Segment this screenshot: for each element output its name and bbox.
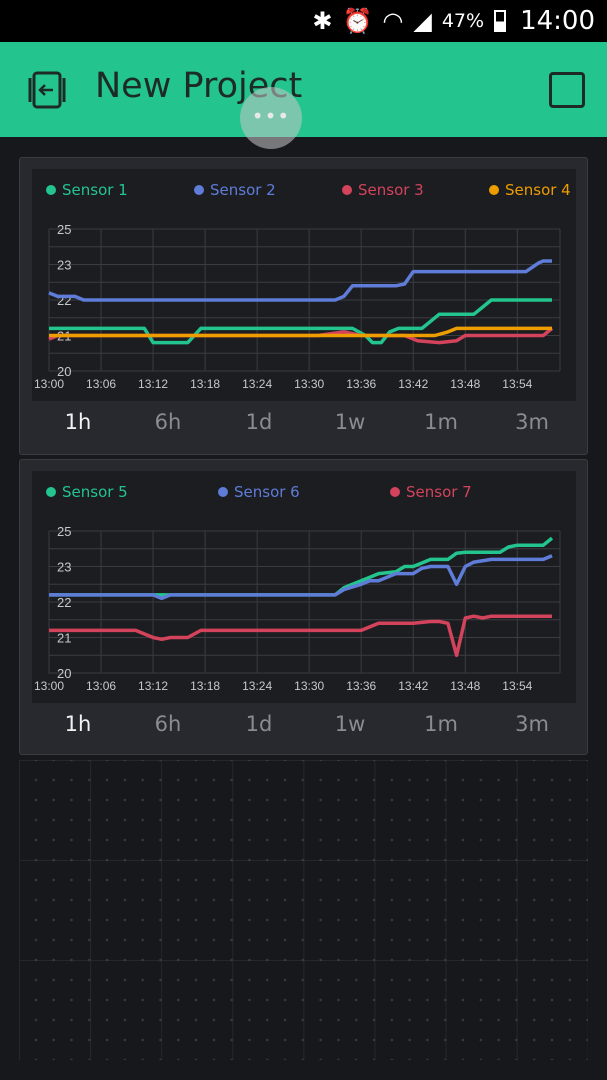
legend-label: Sensor 2 (210, 181, 276, 199)
alarm-icon: ⏰ (342, 7, 373, 35)
x-tick-label: 13:30 (294, 679, 324, 693)
legend-label: Sensor 6 (234, 483, 300, 501)
series-line-sensor-2 (48, 259, 552, 302)
period-tabs: 1h 6h 1d 1w 1m 3m (20, 410, 589, 440)
widget-canvas-grid[interactable] (19, 760, 588, 1060)
tab-3m[interactable]: 3m (515, 410, 549, 434)
x-tick-label: 13:18 (190, 679, 220, 693)
x-tick-label: 13:42 (398, 377, 428, 391)
tab-1w[interactable]: 1w (334, 712, 366, 736)
tab-1m[interactable]: 1m (424, 712, 458, 736)
app-header: New Project (0, 42, 607, 137)
bluetooth-icon: ✱ (312, 7, 333, 35)
x-tick-label: 13:06 (86, 679, 116, 693)
tab-3m[interactable]: 3m (515, 712, 549, 736)
y-tick-label: 23 (57, 560, 71, 575)
clock: 14:00 (520, 6, 595, 36)
period-tabs: 1h 6h 1d 1w 1m 3m (20, 712, 589, 742)
series-line-sensor-6 (49, 554, 553, 601)
tab-1d[interactable]: 1d (245, 712, 273, 736)
series-line-sensor-4 (49, 326, 552, 338)
exit-project-icon[interactable] (26, 70, 68, 110)
tab-6h[interactable]: 6h (154, 410, 182, 434)
tab-6h[interactable]: 6h (154, 712, 182, 736)
y-tick-label: 21 (57, 631, 71, 646)
x-tick-label: 13:00 (34, 679, 64, 693)
series-line-sensor-5 (49, 536, 554, 597)
history-graph-widget-1[interactable]: 13:00 13:06 13:12 13:18 13:24 13:30 13:36 13:42… (19, 157, 588, 455)
y-tick-label: 25 (57, 222, 71, 237)
x-tick-label: 13:24 (242, 679, 272, 693)
history-graph-widget-2[interactable]: 13:00 13:06 13:12 13:18 13:24 13:30 13:36 13:42… (19, 459, 588, 755)
legend-item: Sensor 7 (390, 483, 472, 501)
legend-label: Sensor 1 (62, 181, 128, 199)
battery-icon (494, 10, 507, 32)
y-tick-label: 20 (57, 666, 71, 681)
legend-dot-icon (46, 185, 56, 195)
status-bar: ✱ ⏰ ◠ ◢ 47% 14:00 (0, 0, 607, 42)
legend-item: Sensor 4 (489, 181, 571, 199)
legend-label: Sensor 4 (505, 181, 571, 199)
legend-label: Sensor 3 (358, 181, 424, 199)
x-tick-label: 13:30 (294, 377, 324, 391)
x-tick-label: 13:24 (242, 377, 272, 391)
legend-item: Sensor 2 (194, 181, 276, 199)
x-tick-label: 13:12 (138, 679, 168, 693)
tab-1d[interactable]: 1d (245, 410, 273, 434)
legend-dot-icon (489, 185, 499, 195)
x-tick-label: 13:00 (34, 377, 64, 391)
chart-1: 13:00 13:06 13:12 13:18 13:24 13:30 13:36 13:42… (34, 222, 561, 391)
x-tick-label: 13:48 (450, 377, 480, 391)
tab-1w[interactable]: 1w (334, 410, 366, 434)
x-tick-label: 13:36 (346, 377, 376, 391)
legend-label: Sensor 7 (406, 483, 472, 501)
y-tick-label: 25 (57, 524, 71, 539)
x-tick-label: 13:18 (190, 377, 220, 391)
y-tick-label: 23 (57, 258, 71, 273)
tab-1m[interactable]: 1m (424, 410, 458, 434)
x-tick-label: 13:12 (138, 377, 168, 391)
more-options-button[interactable]: ••• (240, 87, 302, 149)
legend-dot-icon (194, 185, 204, 195)
legend-dot-icon (218, 487, 228, 497)
tab-1h[interactable]: 1h (64, 410, 92, 434)
y-tick-label: 20 (57, 364, 71, 379)
signal-icon: ◢ (413, 7, 432, 35)
y-tick-label: 22 (57, 595, 71, 610)
chart-panel (32, 471, 576, 703)
x-tick-label: 13:48 (450, 679, 480, 693)
legend-item: Sensor 5 (46, 483, 128, 501)
series-line-sensor-7 (49, 614, 552, 658)
wifi-icon: ◠ (382, 7, 404, 35)
x-tick-label: 13:54 (502, 377, 532, 391)
x-tick-label: 13:54 (502, 679, 532, 693)
tab-1h[interactable]: 1h (64, 712, 92, 736)
legend-dot-icon (46, 487, 56, 497)
legend-dot-icon (390, 487, 400, 497)
chart-panel (32, 169, 576, 401)
legend-dot-icon (342, 185, 352, 195)
legend-item: Sensor 1 (46, 181, 128, 199)
chart-2: 13:00 13:06 13:12 13:18 13:24 13:30 13:36 13:42… (34, 524, 561, 693)
legend-item: Sensor 6 (218, 483, 300, 501)
x-tick-label: 13:42 (398, 679, 428, 693)
battery-percent: 47% (441, 10, 485, 32)
x-tick-label: 13:06 (86, 377, 116, 391)
play-mode-icon[interactable] (549, 72, 585, 108)
x-tick-label: 13:36 (346, 679, 376, 693)
legend-item: Sensor 3 (342, 181, 424, 199)
legend-label: Sensor 5 (62, 483, 128, 501)
